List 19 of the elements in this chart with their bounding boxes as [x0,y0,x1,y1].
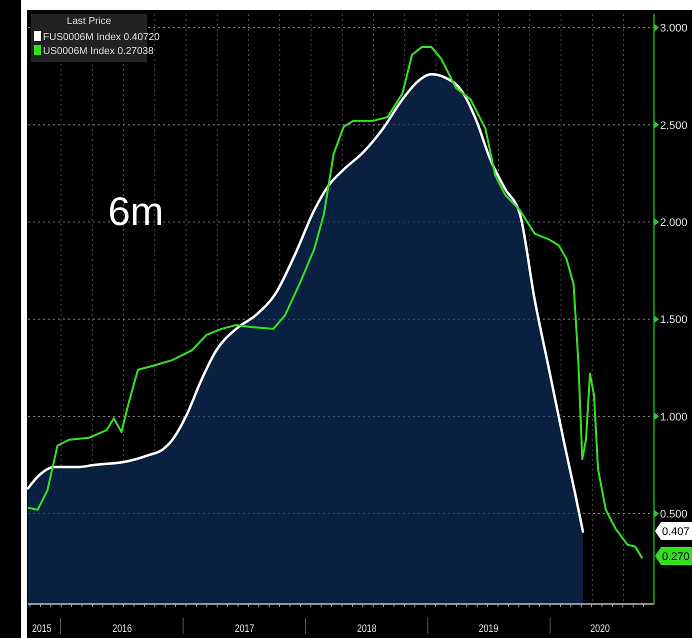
y-tick-label: 1.000 [660,411,688,424]
legend-label: FUS0006M Index 0.40720 [43,32,160,43]
y-tick-label: 2.000 [660,217,688,230]
legend-title: Last Price [66,16,112,27]
y-tick-label: 2.500 [660,120,688,132]
x-tick-label: 2015 [32,623,52,636]
x-tick-label: 2017 [234,623,255,636]
x-tick-label: 2020 [590,623,610,636]
line-series [27,46,644,560]
x-tick-label: 2016 [112,623,132,636]
x-tick-label: 2018 [357,623,377,636]
legend-label: US0006M Index 0.27038 [43,46,154,57]
text: 0.270 [662,551,690,563]
x-tick-label: 2019 [478,623,499,636]
y-tick-label: 1.500 [660,314,688,326]
y-tick-label: 0.500 [660,508,688,521]
annotation: 6m [108,190,164,234]
text: 0.407 [662,526,690,538]
y-tick-label: 3.000 [660,22,688,35]
